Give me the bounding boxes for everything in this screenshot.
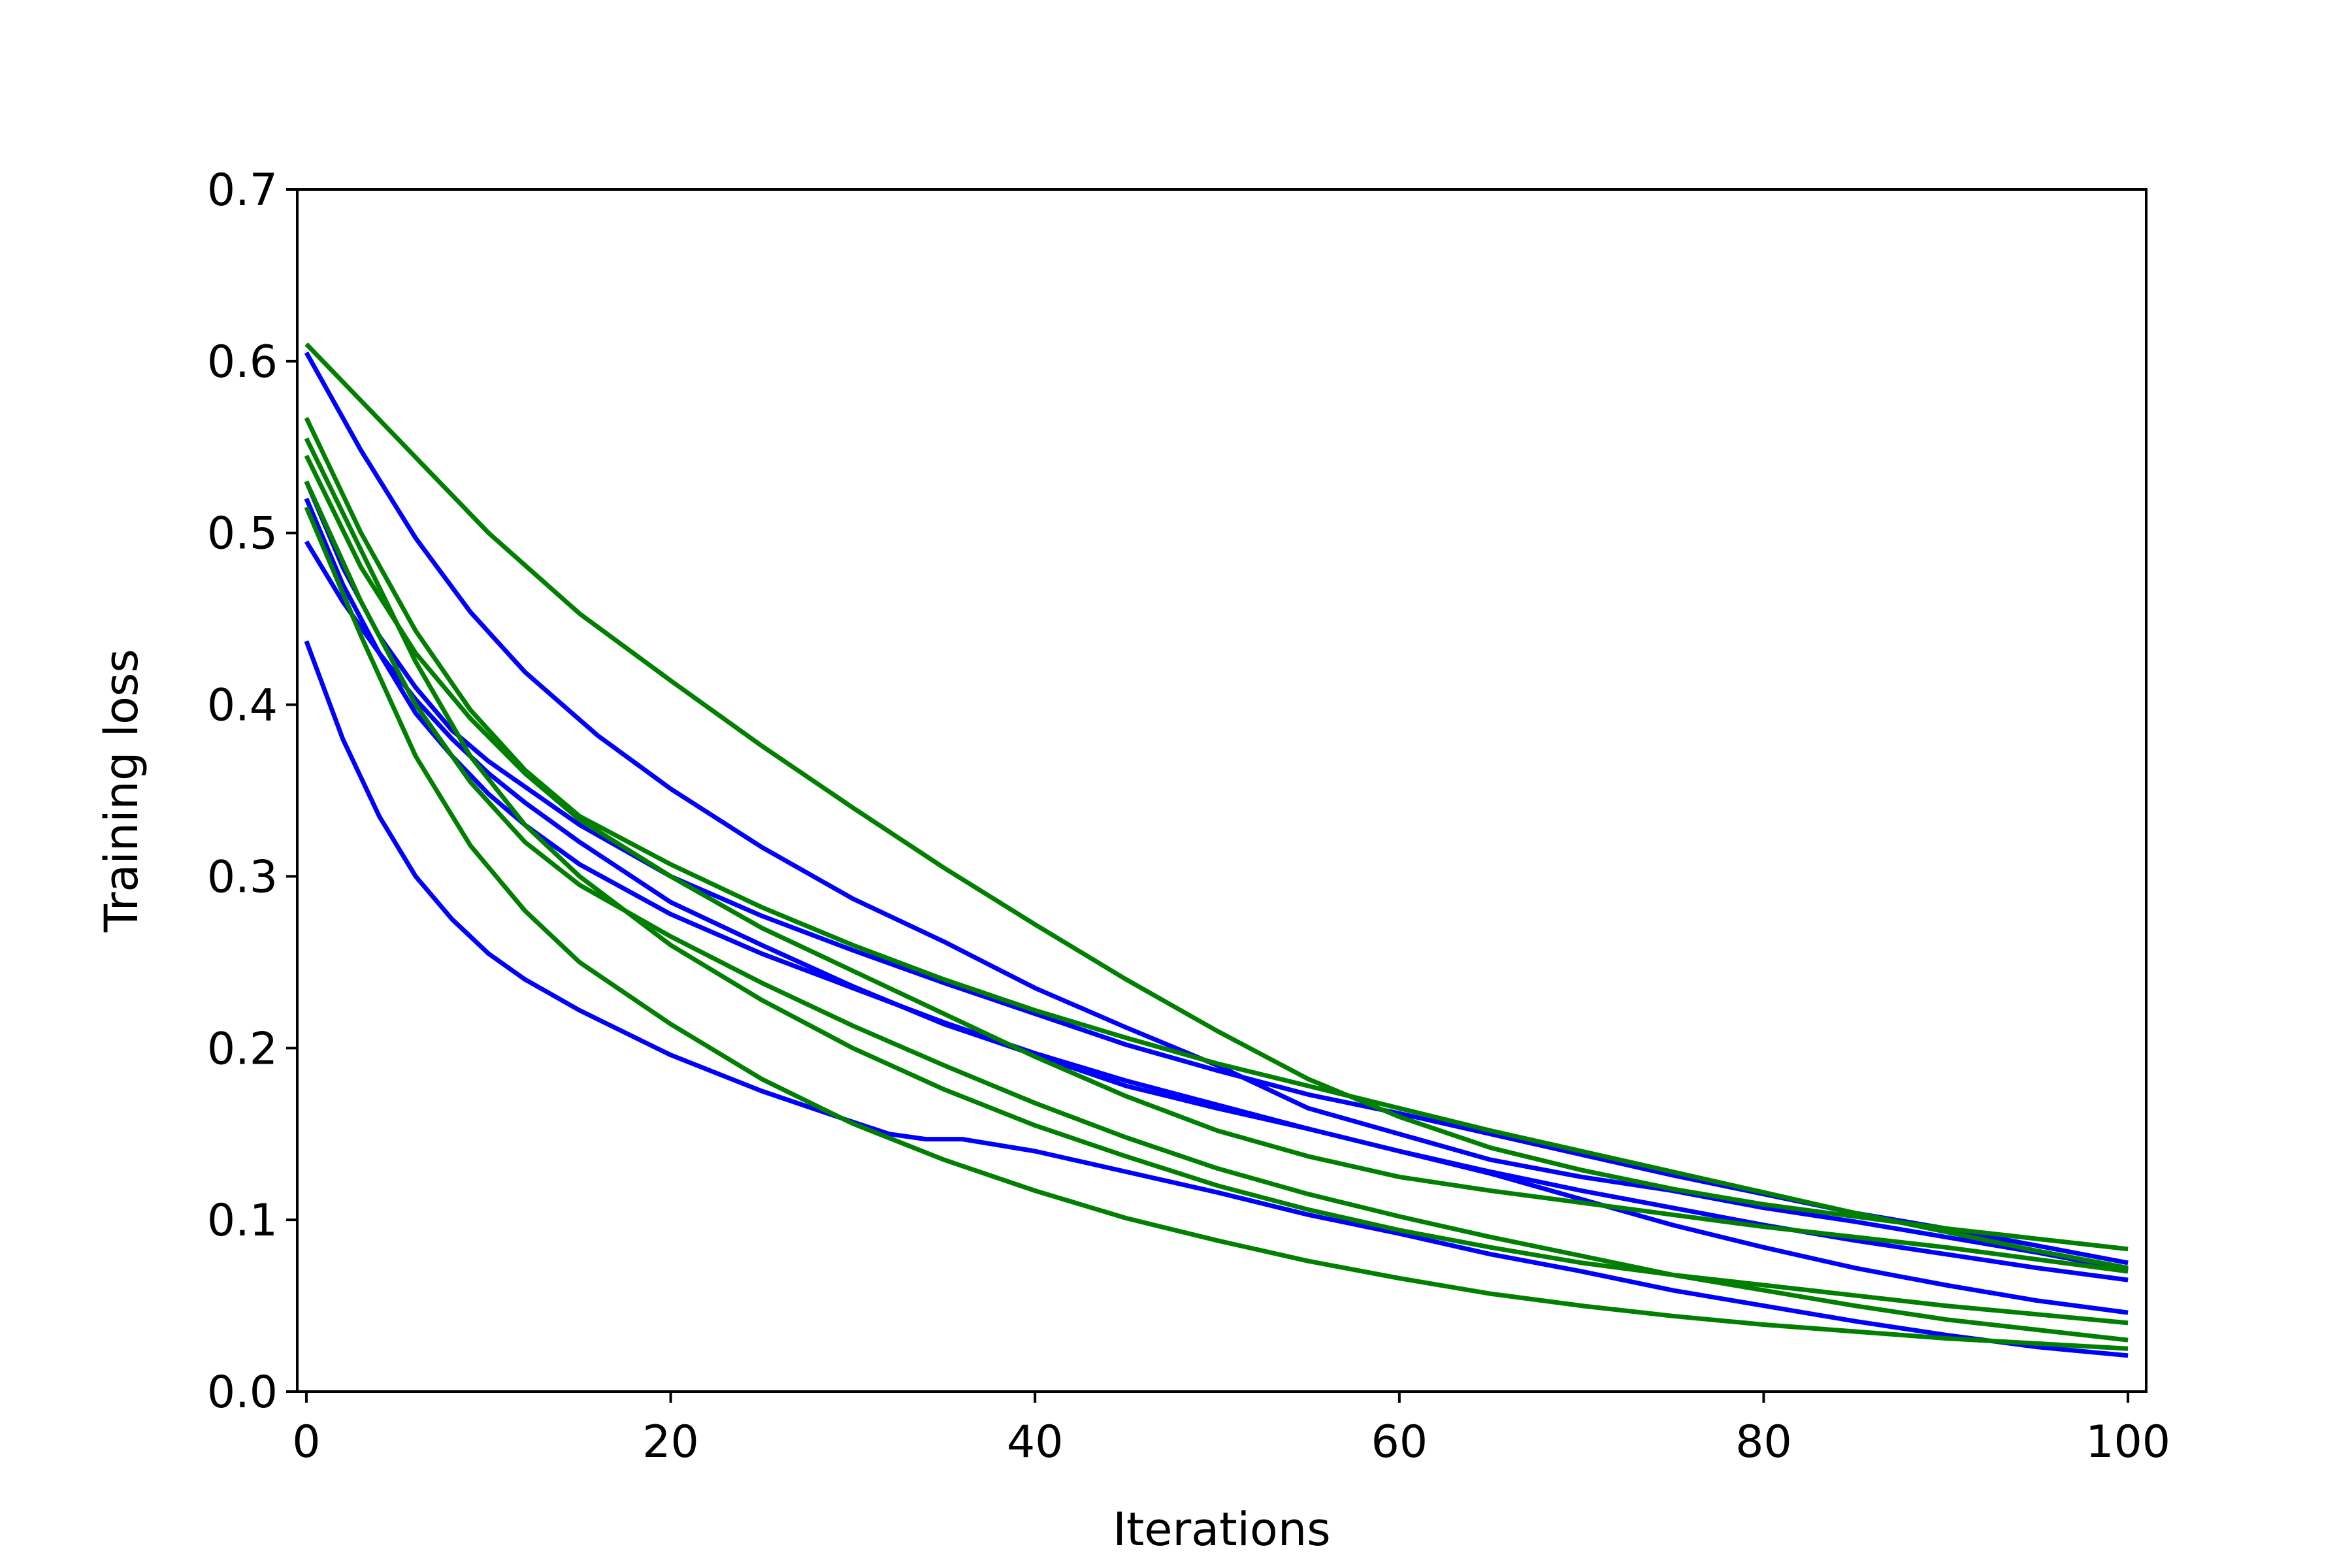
x-tick-label: 80 [1735, 1416, 1792, 1468]
x-tick-label: 100 [2085, 1416, 2170, 1468]
x-tick-label: 20 [642, 1416, 699, 1468]
x-tick-label: 60 [1371, 1416, 1428, 1468]
y-tick-label: 0.5 [207, 508, 278, 560]
series-line-10 [304, 480, 2129, 1343]
x-axis-ticks: 0 20 40 60 80 100 [292, 1392, 2170, 1468]
y-tick-label: 0.6 [207, 336, 278, 388]
y-tick-label: 0.0 [207, 1367, 278, 1418]
y-tick-label: 0.7 [207, 165, 278, 216]
y-axis-label: Training loss [95, 649, 148, 933]
y-tick-label: 0.3 [207, 851, 278, 903]
y-tick-label: 0.2 [207, 1023, 278, 1075]
x-tick-label: 0 [292, 1416, 320, 1468]
series-line-1 [304, 351, 2129, 1272]
plot-frame [296, 188, 2148, 1393]
y-tick-label: 0.1 [207, 1195, 278, 1247]
series-line-11 [304, 506, 2129, 1351]
series-line-7 [304, 417, 2129, 1271]
series-line-9 [304, 437, 2129, 1326]
series-line-8 [304, 454, 2129, 1274]
x-tick-label: 40 [1007, 1416, 1064, 1468]
series-line-5 [304, 640, 2129, 1358]
y-tick-label: 0.4 [207, 680, 278, 732]
series-line-6 [304, 342, 2129, 1252]
series-lines [304, 342, 2129, 1358]
y-axis-ticks: 0.0 0.1 0.2 0.3 0.4 0.5 0.6 0.7 [207, 165, 297, 1418]
x-axis-label: Iterations [1113, 1503, 1330, 1556]
